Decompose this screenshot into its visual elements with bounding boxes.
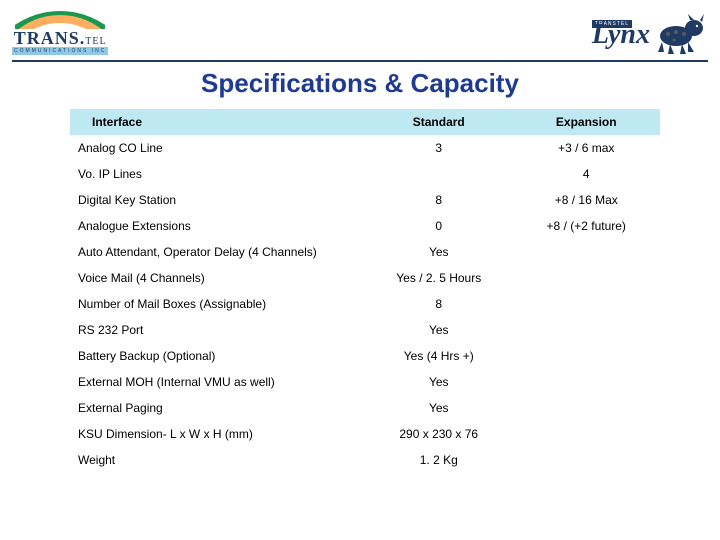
- table-row: Weight1. 2 Kg: [70, 447, 660, 473]
- cell-expansion: +8 / 16 Max: [513, 187, 661, 213]
- cell-interface: Voice Mail (4 Channels): [70, 265, 365, 291]
- spec-table-wrap: Interface Standard Expansion Analog CO L…: [0, 109, 720, 473]
- table-row: Analogue Extensions0+8 / (+2 future): [70, 213, 660, 239]
- cell-expansion: [513, 317, 661, 343]
- cell-standard: 8: [365, 187, 513, 213]
- table-row: Auto Attendant, Operator Delay (4 Channe…: [70, 239, 660, 265]
- cell-standard: 290 x 230 x 76: [365, 421, 513, 447]
- lynx-logo: TRANSTEL Lynx: [592, 12, 708, 54]
- cell-interface: External MOH (Internal VMU as well): [70, 369, 365, 395]
- cell-expansion: [513, 343, 661, 369]
- table-row: Vo. IP Lines 4: [70, 161, 660, 187]
- page-title: Specifications & Capacity: [0, 68, 720, 99]
- cell-expansion: 4: [513, 161, 661, 187]
- cell-standard: Yes: [365, 395, 513, 421]
- cell-expansion: [513, 395, 661, 421]
- logo-left-sub: COMMUNICATIONS INC: [12, 47, 108, 55]
- cell-interface: Analog CO Line: [70, 135, 365, 161]
- cell-standard: Yes: [365, 317, 513, 343]
- table-row: RS 232 PortYes: [70, 317, 660, 343]
- cell-interface: Auto Attendant, Operator Delay (4 Channe…: [70, 239, 365, 265]
- cell-interface: Number of Mail Boxes (Assignable): [70, 291, 365, 317]
- cell-interface: Battery Backup (Optional): [70, 343, 365, 369]
- cell-standard: Yes: [365, 239, 513, 265]
- transtel-logo: TRANS.TEL COMMUNICATIONS INC: [12, 11, 108, 55]
- table-row: Analog CO Line3+3 / 6 max: [70, 135, 660, 161]
- cell-interface: External Paging: [70, 395, 365, 421]
- cell-interface: KSU Dimension- L x W x H (mm): [70, 421, 365, 447]
- cell-interface: Weight: [70, 447, 365, 473]
- rainbow-icon: [15, 11, 105, 29]
- cell-interface: Digital Key Station: [70, 187, 365, 213]
- cell-expansion: +3 / 6 max: [513, 135, 661, 161]
- cell-interface: RS 232 Port: [70, 317, 365, 343]
- cell-standard: 8: [365, 291, 513, 317]
- cell-interface: Analogue Extensions: [70, 213, 365, 239]
- cell-standard: Yes: [365, 369, 513, 395]
- cell-standard: 3: [365, 135, 513, 161]
- cell-expansion: [513, 369, 661, 395]
- col-interface: Interface: [70, 109, 365, 135]
- cell-standard: Yes (4 Hrs +): [365, 343, 513, 369]
- cell-expansion: [513, 239, 661, 265]
- header-divider: [12, 60, 708, 62]
- lynx-icon: [654, 12, 708, 54]
- cell-interface: Vo. IP Lines: [70, 161, 365, 187]
- cell-expansion: [513, 421, 661, 447]
- table-row: Digital Key Station8+8 / 16 Max: [70, 187, 660, 213]
- table-header-row: Interface Standard Expansion: [70, 109, 660, 135]
- cell-expansion: +8 / (+2 future): [513, 213, 661, 239]
- spec-table: Interface Standard Expansion Analog CO L…: [70, 109, 660, 473]
- table-row: Voice Mail (4 Channels)Yes / 2. 5 Hours: [70, 265, 660, 291]
- cell-expansion: [513, 447, 661, 473]
- cell-standard: 0: [365, 213, 513, 239]
- table-row: External PagingYes: [70, 395, 660, 421]
- table-row: External MOH (Internal VMU as well)Yes: [70, 369, 660, 395]
- header: TRANS.TEL COMMUNICATIONS INC TRANSTEL Ly…: [0, 0, 720, 60]
- cell-standard: Yes / 2. 5 Hours: [365, 265, 513, 291]
- cell-standard: [365, 161, 513, 187]
- logo-right-text: Lynx: [592, 24, 650, 46]
- col-standard: Standard: [365, 109, 513, 135]
- cell-expansion: [513, 265, 661, 291]
- cell-standard: 1. 2 Kg: [365, 447, 513, 473]
- logo-left-text: TRANS.TEL: [14, 29, 107, 47]
- table-row: KSU Dimension- L x W x H (mm)290 x 230 x…: [70, 421, 660, 447]
- col-expansion: Expansion: [513, 109, 661, 135]
- table-row: Battery Backup (Optional)Yes (4 Hrs +): [70, 343, 660, 369]
- cell-expansion: [513, 291, 661, 317]
- table-row: Number of Mail Boxes (Assignable)8: [70, 291, 660, 317]
